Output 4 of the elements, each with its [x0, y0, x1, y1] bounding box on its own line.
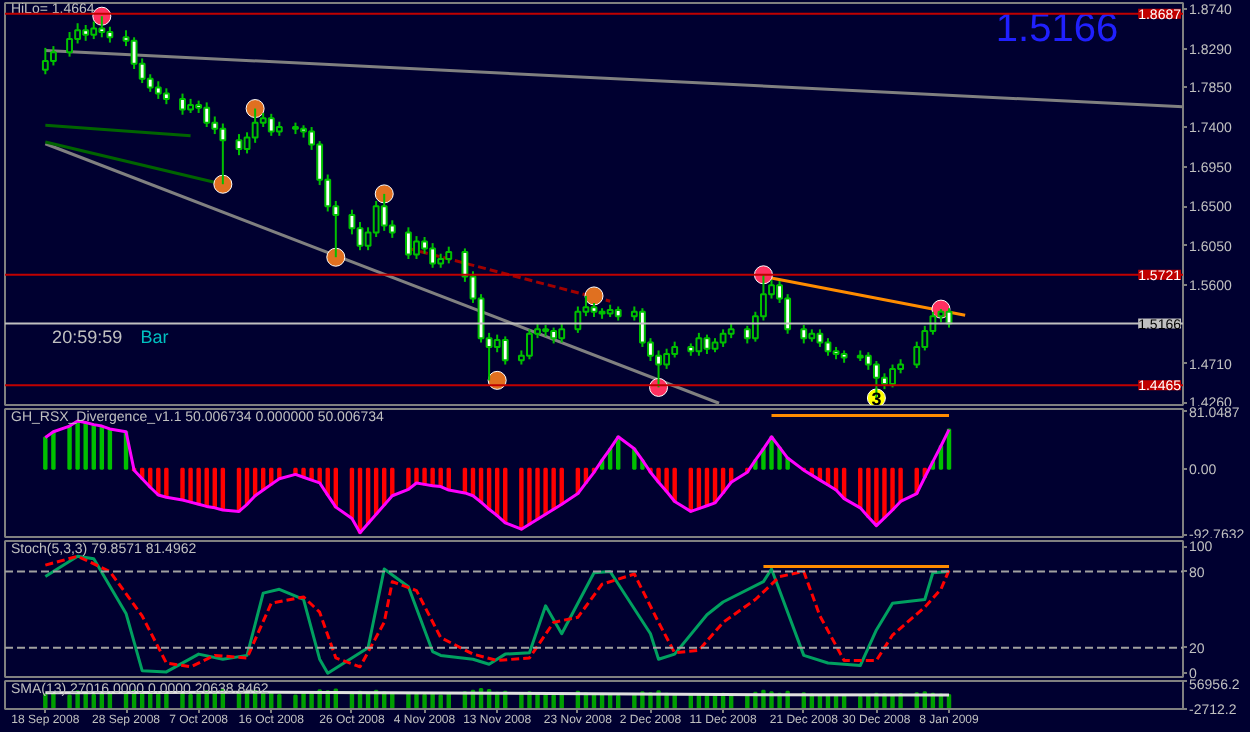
- annotation: 3: [871, 388, 882, 409]
- annotation: 20:59:59: [52, 326, 123, 347]
- annotation: Bar: [140, 326, 169, 347]
- annotation: 1.5166: [995, 7, 1119, 52]
